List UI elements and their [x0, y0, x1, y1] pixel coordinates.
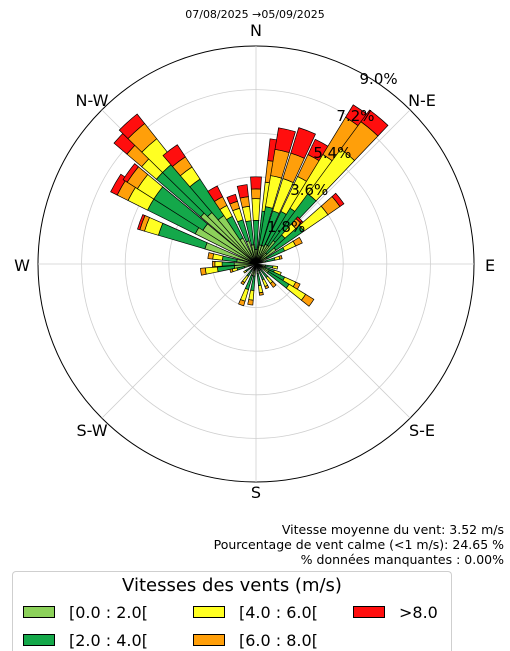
wind-bar-segment	[360, 109, 389, 137]
wind-bar-segment	[264, 284, 270, 290]
radial-tick-label: 1.8%	[267, 218, 305, 236]
wind-bar-segment	[272, 265, 279, 270]
wind-bar-segment	[278, 255, 283, 260]
wind-statistics: Vitesse moyenne du vent: 3.52 m/s Pource…	[214, 522, 504, 567]
legend-swatch	[353, 606, 385, 618]
wind-bar-segment	[250, 188, 262, 200]
wind-bar-segment	[212, 260, 216, 268]
direction-label: E	[485, 256, 495, 275]
direction-labels: N N-E E S-E S S-W W N-W	[14, 21, 495, 500]
wind-bar-segment	[300, 293, 315, 307]
wind-bar-segment	[214, 261, 223, 267]
wind-bars	[110, 104, 389, 307]
radial-tick-label: 7.2%	[336, 107, 374, 125]
missing-data-text: % données manquantes : 0.00%	[300, 552, 504, 567]
wind-bar-segment	[248, 289, 255, 301]
wind-bar-segment	[258, 284, 264, 294]
radial-tick-label: 3.6%	[290, 181, 328, 199]
wind-bar-segment	[240, 287, 249, 302]
legend-label: [4.0 : 6.0[	[239, 602, 318, 622]
legend-item: [4.0 : 6.0[	[193, 602, 318, 622]
direction-label: N-E	[408, 91, 436, 110]
wind-bar-segment	[204, 266, 219, 275]
wind-rose-chart: 07/08/2025 →05/09/2025 1.8% 3.6% 5.4% 7.2% 9…	[14, 8, 495, 500]
radial-tick-label: 5.4%	[313, 144, 351, 162]
legend-item: [6.0 : 8.0[	[193, 630, 318, 650]
legend-label: [2.0 : 4.0[	[69, 630, 148, 650]
wind-bar-segment	[200, 267, 207, 276]
wind-bar-segment	[247, 299, 254, 306]
grid-spoke	[101, 263, 257, 419]
wind-bar-segment	[207, 185, 224, 202]
legend-item: [0.0 : 2.0[	[23, 602, 148, 622]
wind-bar-segment	[250, 176, 262, 190]
wind-bar-segment	[236, 184, 249, 199]
wind-bar-segment	[226, 193, 238, 205]
direction-label: S-E	[409, 421, 435, 440]
legend-label: >8.0	[399, 602, 438, 622]
wind-bar-segment	[331, 192, 345, 208]
wind-bar-segment	[251, 198, 261, 221]
direction-label: W	[14, 256, 30, 275]
direction-label: S-W	[76, 421, 107, 440]
wind-bar-segment	[269, 281, 277, 288]
grid-spoke	[255, 263, 411, 419]
legend-swatch	[193, 634, 225, 646]
direction-label: S	[251, 483, 261, 500]
calm-percentage-text: Pourcentage de vent calme (<1 m/s): 24.6…	[213, 537, 504, 552]
direction-label: N	[250, 21, 262, 40]
wind-bar-segment	[118, 113, 146, 140]
wind-bar-segment	[274, 127, 296, 154]
legend-title: Vitesses des vents (m/s)	[122, 575, 342, 596]
wind-bar-segment	[221, 261, 235, 267]
radial-tick-labels: 1.8% 3.6% 5.4% 7.2% 9.0%	[267, 70, 398, 236]
mean-speed-text: Vitesse moyenne du vent: 3.52 m/s	[281, 522, 504, 537]
wind-bar-segment	[240, 280, 246, 286]
legend: Vitesses des vents (m/s) [0.0 : 2.0[ [2.0…	[12, 571, 452, 651]
legend-label: [6.0 : 8.0[	[239, 630, 318, 650]
wind-bar-segment	[162, 144, 186, 168]
wind-bar-segment	[212, 253, 224, 261]
wind-bar-segment	[258, 291, 264, 296]
wind-bar-segment	[137, 214, 146, 231]
wind-bar-segment	[238, 299, 246, 307]
wind-bar-segment	[243, 269, 248, 274]
direction-label: N-W	[76, 91, 109, 110]
wind-bar-segment	[241, 205, 252, 223]
wind-bar-segment	[239, 196, 250, 208]
wind-bar-segment	[122, 163, 139, 183]
legend-swatch	[193, 606, 225, 618]
radial-tick-label: 9.0%	[360, 70, 398, 88]
wind-bar-segment	[207, 252, 215, 260]
wind-bar-segment	[292, 236, 303, 247]
wind-bar-segment	[290, 127, 316, 159]
legend-label: [0.0 : 2.0[	[69, 602, 148, 622]
legend-item: >8.0	[353, 602, 438, 622]
chart-title: 07/08/2025 →05/09/2025	[185, 8, 325, 21]
legend-item: [2.0 : 4.0[	[23, 630, 148, 650]
legend-swatch	[23, 606, 55, 618]
legend-swatch	[23, 634, 55, 646]
